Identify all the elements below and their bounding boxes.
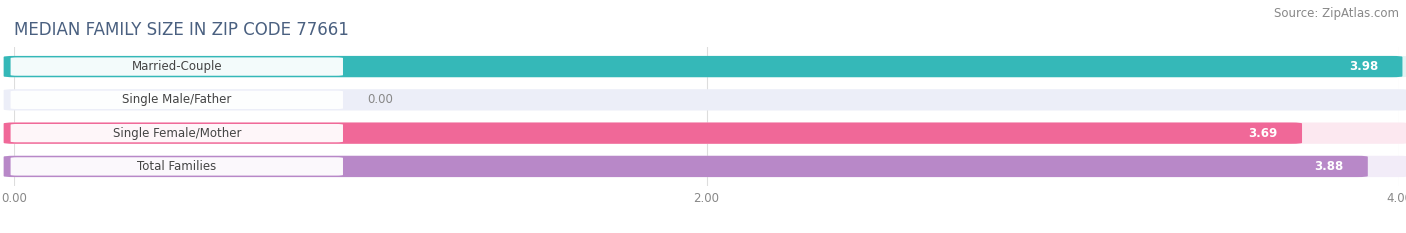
FancyBboxPatch shape [11, 91, 343, 109]
FancyBboxPatch shape [4, 123, 1302, 144]
Text: Married-Couple: Married-Couple [132, 60, 222, 73]
FancyBboxPatch shape [11, 124, 343, 142]
Text: Total Families: Total Families [138, 160, 217, 173]
FancyBboxPatch shape [4, 56, 1402, 77]
FancyBboxPatch shape [4, 123, 1406, 144]
Text: MEDIAN FAMILY SIZE IN ZIP CODE 77661: MEDIAN FAMILY SIZE IN ZIP CODE 77661 [14, 21, 349, 39]
Text: Single Male/Father: Single Male/Father [122, 93, 232, 106]
FancyBboxPatch shape [4, 156, 1406, 177]
Text: 0.00: 0.00 [367, 93, 394, 106]
Text: 3.69: 3.69 [1249, 127, 1278, 140]
Text: 3.88: 3.88 [1315, 160, 1344, 173]
FancyBboxPatch shape [4, 89, 1406, 110]
Text: Single Female/Mother: Single Female/Mother [112, 127, 240, 140]
Text: Source: ZipAtlas.com: Source: ZipAtlas.com [1274, 7, 1399, 20]
FancyBboxPatch shape [11, 157, 343, 176]
Text: 3.98: 3.98 [1348, 60, 1378, 73]
FancyBboxPatch shape [11, 57, 343, 76]
FancyBboxPatch shape [4, 156, 1368, 177]
FancyBboxPatch shape [4, 56, 1406, 77]
